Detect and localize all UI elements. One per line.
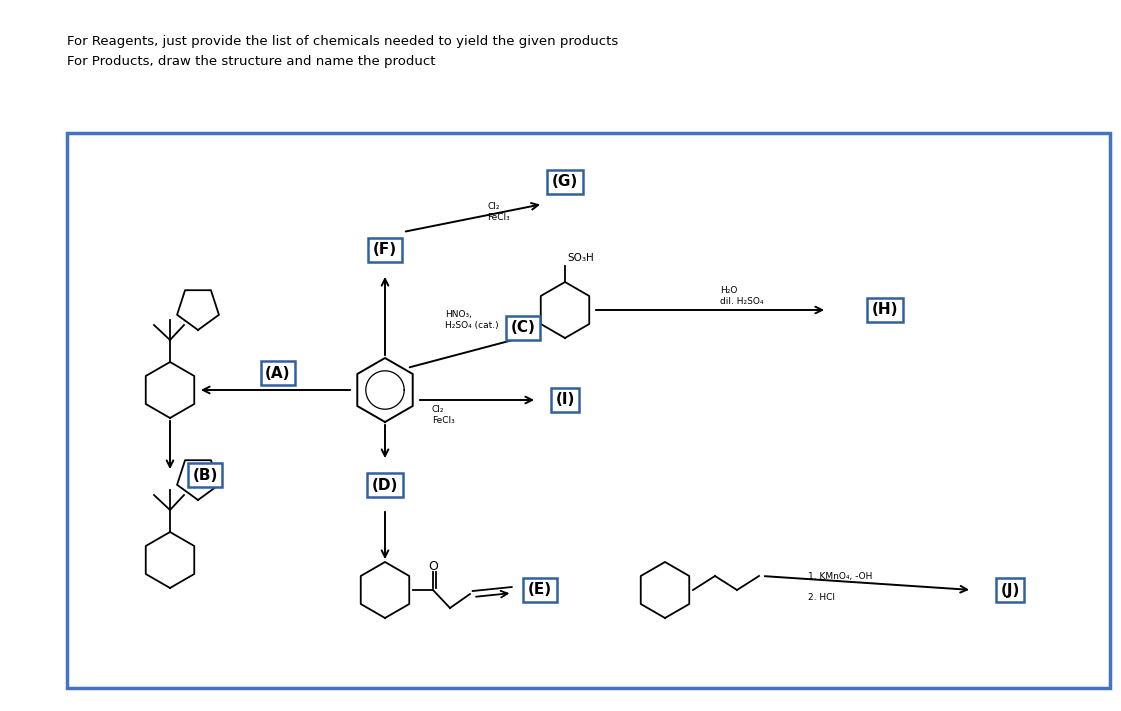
- Text: For Products, draw the structure and name the product: For Products, draw the structure and nam…: [67, 55, 435, 68]
- Text: 1. KMnO₄, -OH: 1. KMnO₄, -OH: [808, 572, 872, 580]
- Text: (F): (F): [373, 242, 397, 257]
- Text: O: O: [428, 560, 438, 572]
- Text: Cl₂
FeCl₃: Cl₂ FeCl₃: [432, 405, 455, 424]
- Text: HNO₃,
H₂SO₄ (cat.): HNO₃, H₂SO₄ (cat.): [445, 310, 499, 330]
- Text: (C): (C): [510, 321, 536, 336]
- Text: (B): (B): [193, 468, 217, 483]
- Text: (A): (A): [266, 365, 290, 380]
- Text: (D): (D): [372, 478, 398, 493]
- Text: Cl₂
FeCl₃: Cl₂ FeCl₃: [487, 203, 510, 222]
- Text: H₂O
dil. H₂SO₄: H₂O dil. H₂SO₄: [720, 287, 763, 306]
- Text: (G): (G): [552, 174, 578, 190]
- Text: (I): (I): [555, 392, 575, 407]
- FancyBboxPatch shape: [67, 133, 1110, 688]
- Text: 2. HCl: 2. HCl: [808, 594, 835, 602]
- Text: (E): (E): [528, 582, 552, 597]
- Text: (H): (H): [872, 302, 898, 318]
- Text: SO₃H: SO₃H: [567, 253, 594, 263]
- Text: (J): (J): [1000, 582, 1020, 597]
- Text: For Reagents, just provide the list of chemicals needed to yield the given produ: For Reagents, just provide the list of c…: [67, 36, 619, 48]
